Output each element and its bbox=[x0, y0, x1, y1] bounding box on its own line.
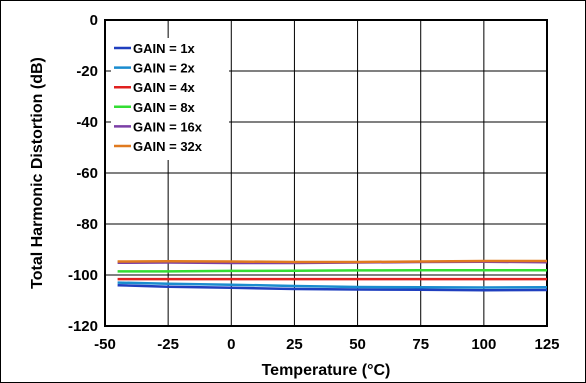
legend-label: GAIN = 2x bbox=[133, 61, 196, 76]
x-tick-label: 125 bbox=[534, 336, 559, 353]
plot-area bbox=[104, 19, 548, 327]
y-tick-label: -80 bbox=[76, 216, 98, 233]
x-tick-label: 50 bbox=[349, 336, 366, 353]
y-axis-label: Total Harmonic Distortion (dB) bbox=[29, 57, 46, 289]
legend-label: GAIN = 32x bbox=[133, 139, 203, 154]
y-tick-label: -100 bbox=[68, 267, 98, 284]
x-tick-label: -25 bbox=[157, 336, 179, 353]
y-tick-label: -120 bbox=[68, 318, 98, 335]
x-tick-label: 0 bbox=[227, 336, 235, 353]
y-tick-labels: 0 -20 -40 -60 -80 -100 -120 bbox=[68, 12, 98, 335]
x-tick-labels: -50 -25 0 25 50 75 100 125 bbox=[94, 336, 559, 353]
series-line-6 bbox=[117, 259, 547, 264]
x-tick-label: 100 bbox=[471, 336, 496, 353]
series-lines bbox=[117, 259, 548, 292]
legend-label: GAIN = 8x bbox=[133, 100, 196, 115]
legend-label: GAIN = 1x bbox=[133, 41, 196, 56]
legend-label: GAIN = 4x bbox=[133, 80, 196, 95]
y-tick-label: -20 bbox=[76, 63, 98, 80]
series-line-2 bbox=[117, 281, 548, 289]
legend-label: GAIN = 16x bbox=[133, 119, 203, 134]
series-line-4 bbox=[117, 268, 547, 273]
x-tick-label: 25 bbox=[286, 336, 303, 353]
legend-background bbox=[111, 38, 229, 160]
y-tick-label: -60 bbox=[76, 165, 98, 182]
y-tick-label: 0 bbox=[90, 12, 98, 29]
legend: GAIN = 1x GAIN = 2x GAIN = 4x GAIN = 8x GAIN… bbox=[111, 38, 229, 160]
x-axis-label: Temperature (°C) bbox=[262, 362, 391, 379]
series-line-1 bbox=[117, 283, 548, 292]
x-tick-label: -50 bbox=[94, 336, 116, 353]
x-tick-label: 75 bbox=[412, 336, 429, 353]
y-tick-label: -40 bbox=[76, 114, 98, 131]
